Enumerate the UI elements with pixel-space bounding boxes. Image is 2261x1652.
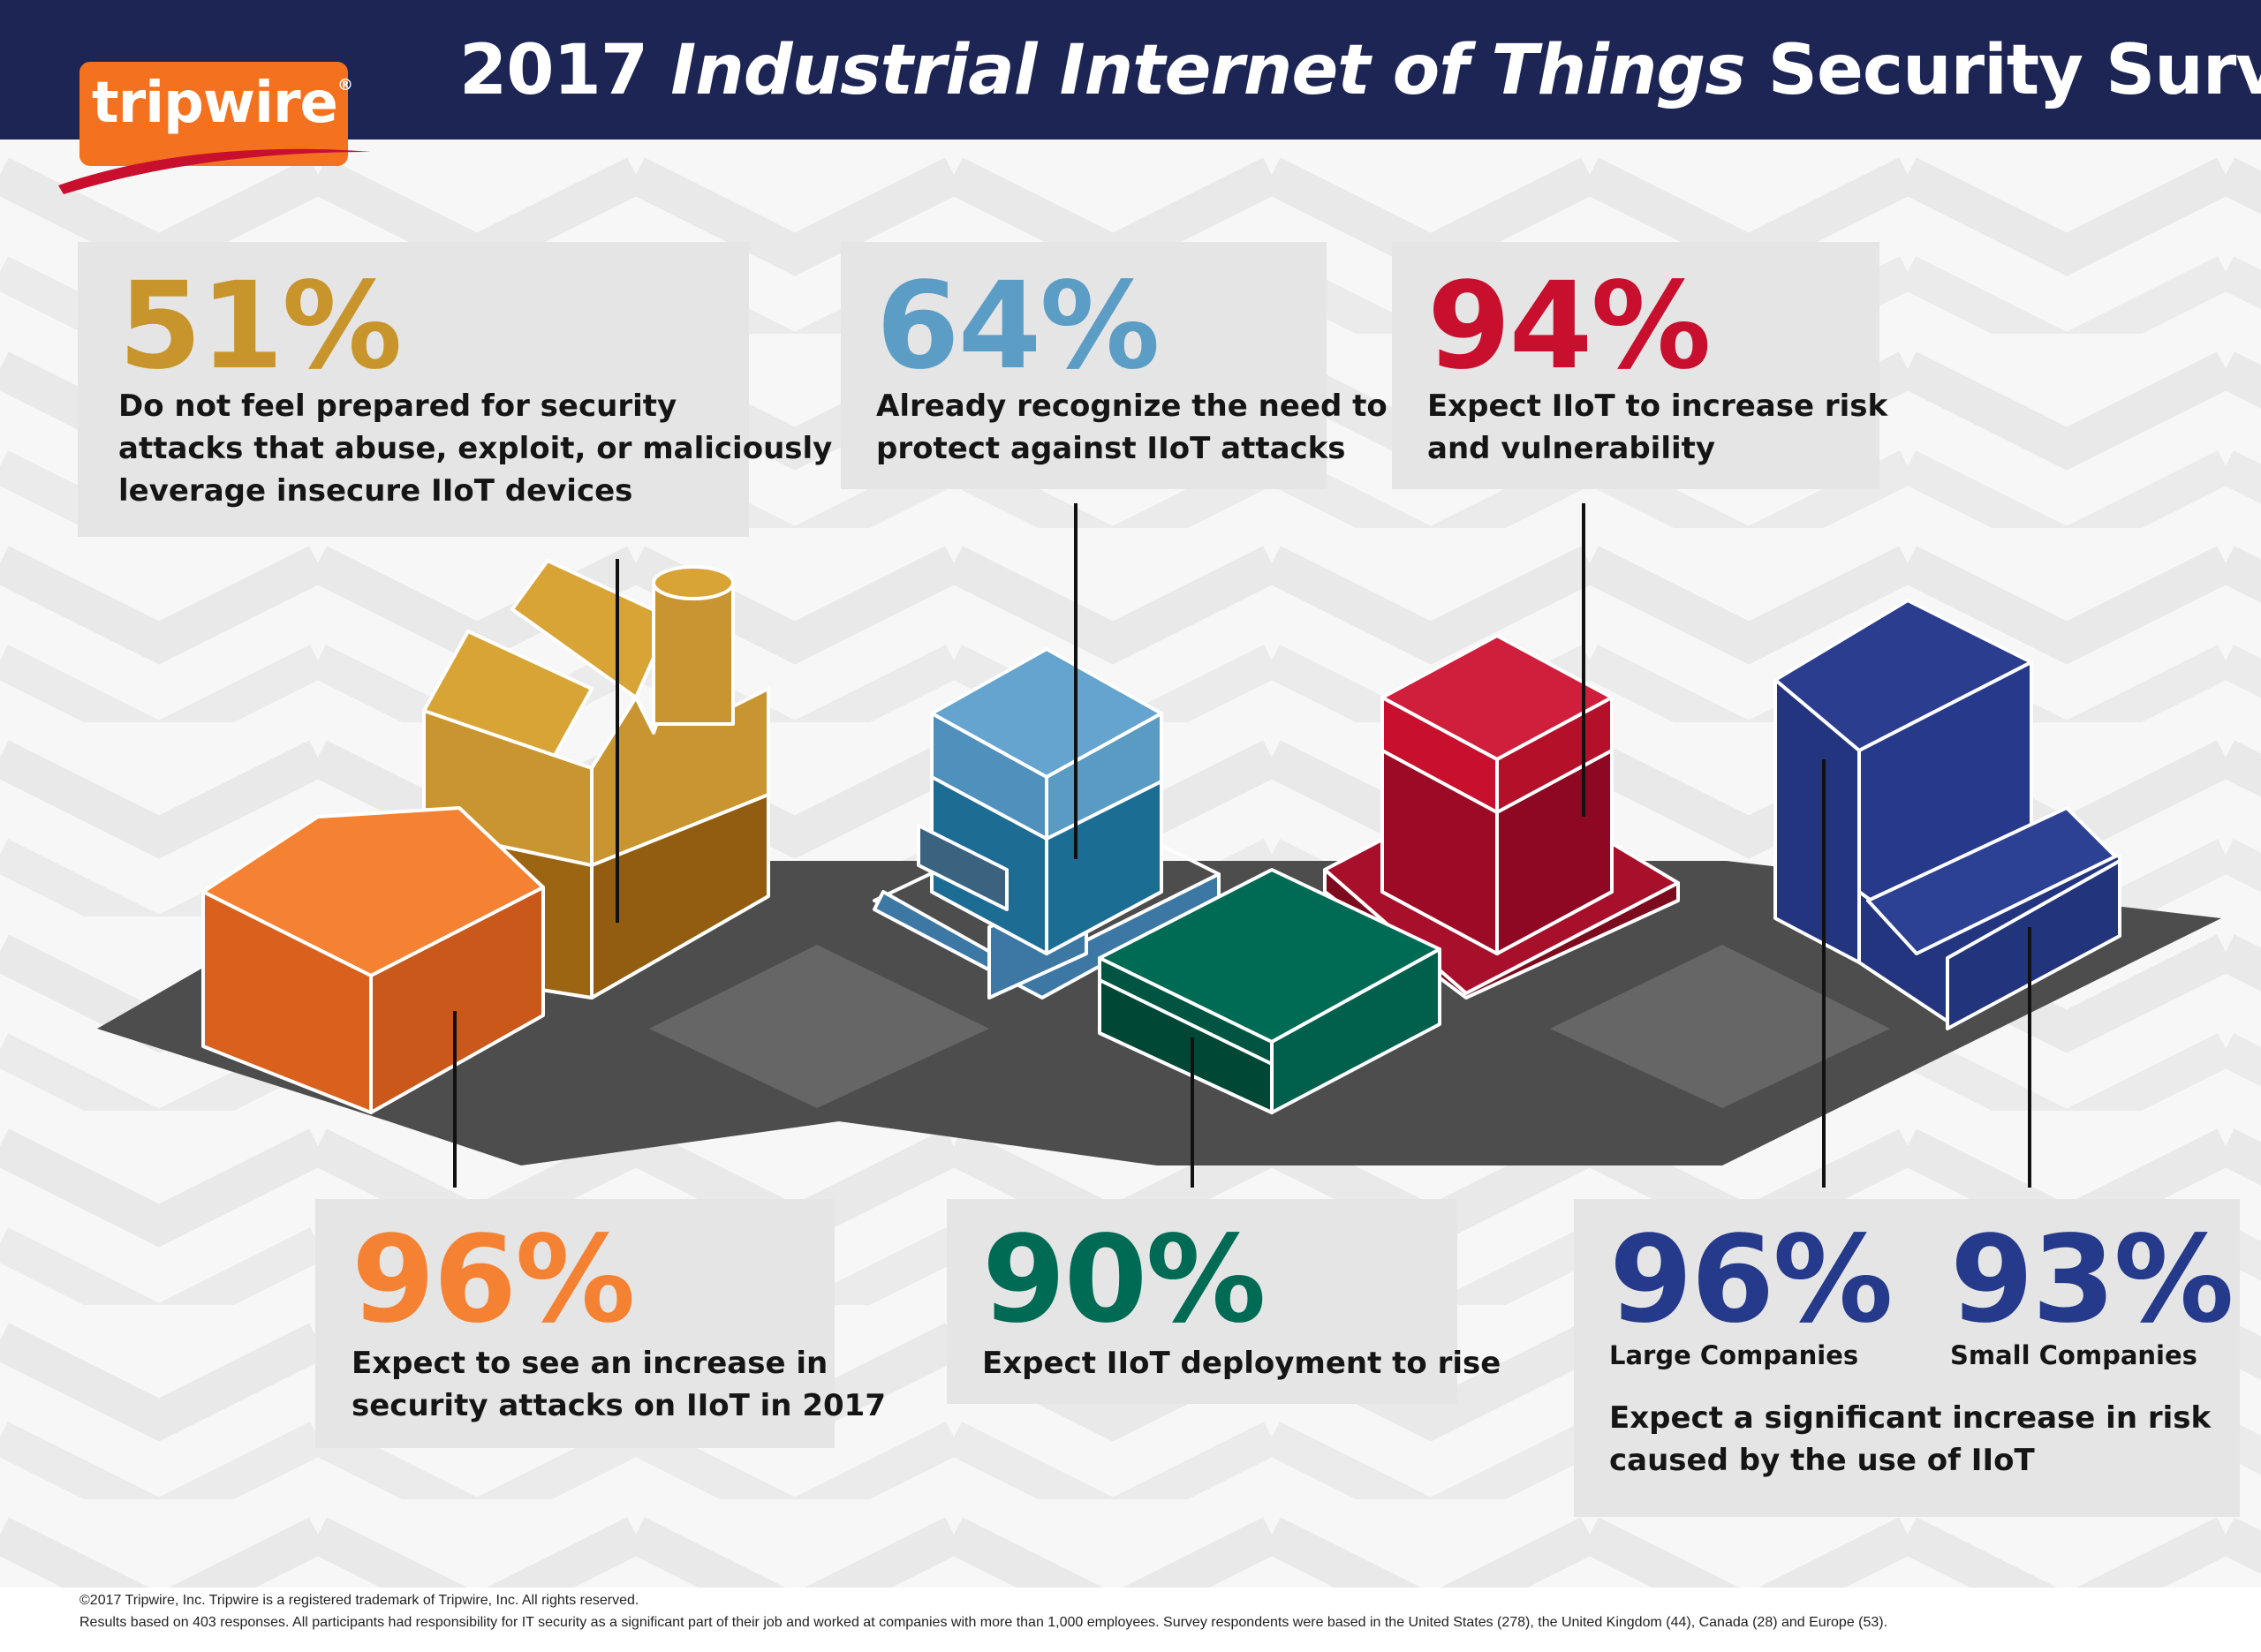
stat-value-recognize: 64% bbox=[876, 257, 1161, 396]
barn-building-orange bbox=[201, 806, 545, 1114]
logo-text: tripwire bbox=[92, 71, 338, 136]
title-year: 2017 bbox=[459, 31, 648, 110]
logo-swoosh bbox=[58, 148, 371, 194]
tripwire-logo: tripwire® bbox=[79, 62, 353, 166]
stat-box-risk bbox=[1392, 242, 1879, 489]
stat-desc-attacks-line-1: Expect to see an increase in bbox=[352, 1346, 828, 1381]
corporate-buildings-navy bbox=[1773, 599, 2121, 1030]
stat-desc-prepared-line-3: leverage insecure IIoT devices bbox=[118, 473, 633, 509]
stat-box-attacks bbox=[315, 1199, 835, 1448]
stat-desc-recognize-line-2: protect against IIoT attacks bbox=[876, 431, 1346, 466]
stat-box-deployment bbox=[947, 1199, 1457, 1404]
office-building-blue bbox=[873, 647, 1221, 999]
stat-value-deployment: 90% bbox=[982, 1211, 1267, 1350]
logo-registered-mark: ® bbox=[337, 76, 353, 94]
footer-methodology: Results based on 403 responses. All part… bbox=[79, 1615, 1888, 1630]
stat-desc-risk-line-1: Expect IIoT to increase risk bbox=[1427, 388, 1888, 424]
stat-label-large-companies: Large Companies bbox=[1609, 1340, 1859, 1370]
stat-desc-companies-line-1: Expect a significant increase in risk bbox=[1609, 1400, 2212, 1436]
stat-value-small-companies: 93% bbox=[1950, 1211, 2235, 1350]
stat-value-prepared: 51% bbox=[118, 257, 403, 396]
footer-notes: ©2017 Tripwire, Inc. Tripwire is a regis… bbox=[79, 1589, 2217, 1646]
stat-desc-recognize-line-1: Already recognize the need to bbox=[876, 388, 1388, 424]
stat-value-attacks: 96% bbox=[352, 1211, 636, 1350]
header-banner bbox=[0, 0, 2261, 140]
callout-lines bbox=[453, 503, 2031, 1188]
stat-desc-prepared-line-1: Do not feel prepared for security bbox=[118, 388, 677, 424]
title-rest: Security Survey bbox=[1767, 31, 2261, 110]
stat-value-risk: 94% bbox=[1427, 257, 1712, 396]
stat-label-small-companies: Small Companies bbox=[1950, 1340, 2197, 1370]
stat-desc-prepared-line-2: attacks that abuse, exploit, or maliciou… bbox=[118, 431, 833, 466]
stat-desc-risk-line-2: and vulnerability bbox=[1427, 431, 1716, 466]
page-title: 2017 Industrial Internet of Things Secur… bbox=[459, 26, 2261, 124]
title-italic: Industrial Internet of Things bbox=[670, 31, 1745, 110]
stat-desc-attacks-line-2: security attacks on IIoT in 2017 bbox=[352, 1388, 886, 1423]
stat-desc-companies-line-2: caused by the use of IIoT bbox=[1609, 1443, 2035, 1478]
stat-value-large-companies: 96% bbox=[1609, 1211, 1894, 1350]
stat-desc-deployment: Expect IIoT deployment to rise bbox=[982, 1346, 1501, 1381]
stat-box-companies bbox=[1574, 1199, 2240, 1517]
stat-box-recognize bbox=[841, 242, 1327, 489]
footer-copyright: ©2017 Tripwire, Inc. Tripwire is a regis… bbox=[79, 1593, 639, 1608]
warehouse-building-green bbox=[1098, 868, 1441, 1114]
stat-box-prepared bbox=[78, 242, 749, 537]
